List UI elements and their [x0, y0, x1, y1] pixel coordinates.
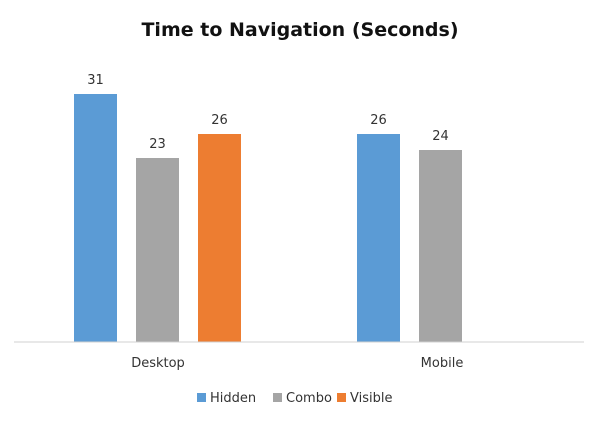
- bar-hidden-desktop: [74, 94, 117, 342]
- data-label-hidden-desktop: 31: [87, 73, 104, 88]
- legend: Hidden Combo Visible: [197, 391, 392, 406]
- bars-group: [74, 94, 462, 342]
- data-label-combo-desktop: 23: [149, 137, 166, 152]
- category-label-mobile: Mobile: [421, 356, 464, 371]
- chart-title: Time to Navigation (Seconds): [141, 19, 458, 41]
- category-label-desktop: Desktop: [131, 356, 185, 371]
- bar-combo-mobile: [419, 150, 462, 342]
- data-label-combo-mobile: 24: [432, 129, 449, 144]
- legend-swatch-combo: [273, 393, 282, 402]
- legend-label-hidden: Hidden: [210, 391, 256, 406]
- bar-hidden-mobile: [357, 134, 400, 342]
- legend-label-visible: Visible: [350, 391, 392, 406]
- bar-combo-desktop: [136, 158, 179, 342]
- labels-group: 31 23 26 Desktop 26 24 Mobile: [87, 73, 463, 371]
- bar-visible-desktop: [198, 134, 241, 342]
- data-label-visible-desktop: 26: [211, 113, 228, 128]
- legend-swatch-hidden: [197, 393, 206, 402]
- data-label-hidden-mobile: 26: [370, 113, 387, 128]
- legend-swatch-visible: [337, 393, 346, 402]
- legend-label-combo: Combo: [286, 391, 332, 406]
